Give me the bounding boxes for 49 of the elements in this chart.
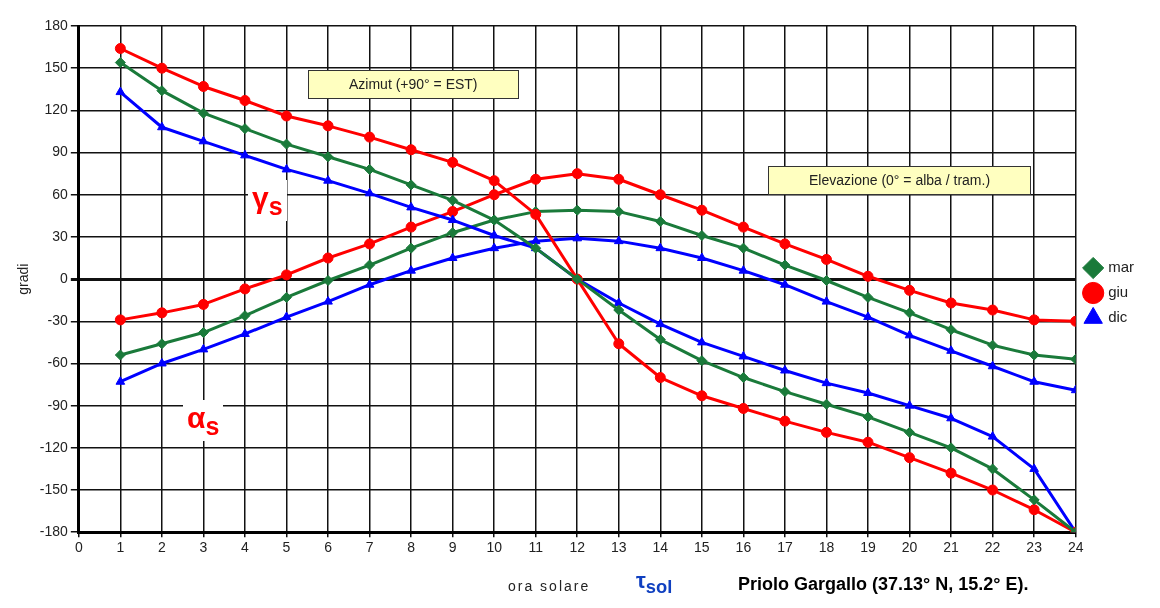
x-tick-label: 16 [735, 539, 752, 556]
x-tick-label: 4 [241, 539, 250, 556]
y-tick-label: 120 [44, 101, 69, 118]
x-tick-label: 8 [407, 539, 416, 556]
x-tick-label: 19 [860, 539, 876, 556]
y-tick-label: 150 [44, 59, 69, 76]
x-tick-label: 6 [324, 539, 333, 556]
x-tick-label: 22 [984, 539, 1001, 556]
y-tick-label: -150 [39, 480, 69, 497]
y-tick-label: 180 [44, 16, 69, 33]
x-tick-label: 12 [569, 539, 586, 556]
x-tick-label: 17 [777, 539, 793, 556]
y-tick-label: -60 [47, 354, 69, 371]
caption-box: Elevazione (0° = alba / tram.) [768, 166, 1032, 195]
x-tick-label: 1 [116, 539, 125, 556]
text: τ$_{sol}$ [636, 568, 673, 599]
x-tick-label: 20 [901, 539, 918, 556]
y-tick-label: 90 [52, 143, 69, 160]
y-tick-label: -120 [39, 438, 69, 455]
y-tick-label: -180 [39, 523, 69, 540]
y-tick-label: 60 [52, 185, 69, 202]
x-tick-label: 18 [818, 539, 835, 556]
x-axis-title: ora solare [508, 578, 591, 594]
text: Priolo Gargallo (37.13° N, 15.2° E). [738, 574, 1029, 596]
x-tick-label: 5 [282, 539, 291, 556]
x-tick-label: 23 [1026, 539, 1043, 556]
x-tick-label: 9 [448, 539, 457, 556]
legend-label: mar [1108, 258, 1135, 276]
caption-box: Azimut (+90° = EST) [308, 70, 519, 99]
y-tick-label: -30 [47, 312, 69, 329]
x-tick-label: 24 [1067, 539, 1084, 556]
x-tick-label: 3 [199, 539, 208, 556]
x-tick-label: 0 [74, 539, 83, 556]
x-tick-label: 7 [365, 539, 374, 556]
x-tick-label: 15 [694, 539, 710, 556]
x-tick-label: 13 [610, 539, 627, 556]
y-tick-label: -90 [47, 396, 69, 413]
x-tick-label: 14 [652, 539, 669, 556]
x-tick-label: 21 [943, 539, 960, 556]
y-tick-label: 30 [52, 227, 69, 244]
y-tick-label: 0 [60, 269, 69, 286]
annotation: α$_{s}$ [183, 400, 224, 441]
legend-label: dic [1108, 308, 1128, 326]
annotation: γ$_{s}$ [248, 180, 287, 221]
y-axis-title: gradi [15, 263, 32, 295]
legend-label: giu [1108, 283, 1129, 301]
x-tick-label: 10 [486, 539, 503, 556]
x-tick-label: 2 [157, 539, 166, 556]
x-tick-label: 11 [528, 539, 544, 556]
